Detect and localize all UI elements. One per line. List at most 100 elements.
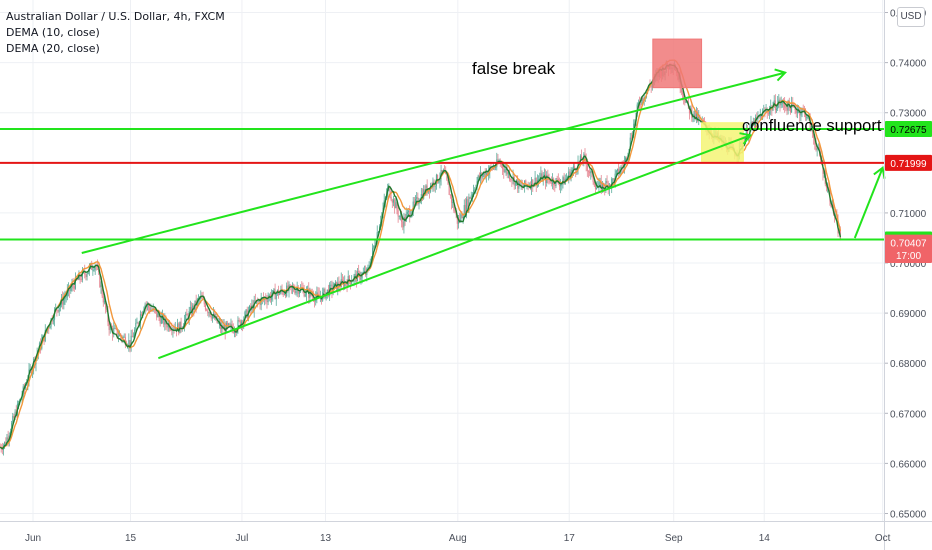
candle-body: [233, 332, 236, 333]
candle-body: [416, 197, 418, 199]
candle-body: [139, 314, 141, 323]
candle-body: [534, 177, 536, 185]
drawings[interactable]: [0, 38, 886, 360]
candle-body: [134, 329, 136, 337]
candle-body: [166, 324, 168, 328]
candle-body: [149, 307, 151, 311]
candle-body: [217, 322, 219, 324]
candle-body: [309, 290, 311, 298]
candle-body: [282, 291, 284, 295]
projection-arrowhead: [873, 166, 886, 179]
candle-body: [467, 199, 469, 207]
candle-body: [486, 172, 489, 176]
candle-body: [92, 269, 94, 271]
candle-body: [695, 111, 697, 119]
candle-body: [572, 166, 574, 170]
candle-body: [477, 175, 479, 182]
candle-body: [5, 441, 7, 445]
candle-body: [556, 178, 558, 180]
candle-body: [594, 185, 596, 190]
candle-body: [615, 170, 617, 174]
x-tick-label: Oct: [875, 533, 891, 544]
candle-body: [625, 157, 627, 163]
candle-body: [792, 102, 794, 106]
candle-body: [80, 279, 82, 280]
candle-body: [409, 210, 411, 218]
candle-body: [77, 279, 79, 281]
candle-body: [312, 295, 314, 300]
candle-body: [778, 99, 780, 103]
x-tick-label: Jun: [25, 533, 41, 544]
candle-body: [452, 202, 454, 203]
price-axis[interactable]: 0.750000.740000.730000.720000.710000.700…: [884, 0, 932, 550]
candle-body: [367, 267, 369, 269]
candle-body: [207, 310, 209, 313]
time-axis[interactable]: Jun 15 Jul 13 Aug 17 Sep 14 Oct: [0, 521, 932, 545]
candle-body: [775, 108, 778, 111]
candle-body: [70, 288, 72, 292]
candle-body: [541, 173, 543, 182]
candle-body: [503, 168, 505, 172]
candle-body: [464, 205, 466, 212]
price-label-bg: [885, 154, 932, 171]
candle-body: [789, 106, 791, 113]
grid-lines: [0, 0, 884, 521]
candle-body: [189, 306, 191, 311]
lower-trendline-arrowhead: [739, 132, 753, 145]
candle-body: [58, 307, 60, 312]
candle-body: [123, 336, 125, 338]
candle-body: [209, 312, 211, 316]
candle-body: [542, 176, 544, 182]
candle-body: [650, 86, 652, 88]
candle-body: [229, 323, 231, 325]
false-break-box[interactable]: [652, 38, 703, 89]
candle-body: [759, 115, 761, 117]
y-tick-label: 0.70000: [890, 259, 927, 270]
candle-body: [590, 171, 592, 174]
candle-body: [73, 286, 75, 289]
candle-body: [540, 173, 542, 179]
candle-body: [765, 110, 767, 112]
candle-body: [341, 279, 343, 281]
lower-trendline[interactable]: [158, 134, 751, 360]
candle-body: [785, 107, 787, 109]
currency-button[interactable]: USD: [897, 7, 925, 27]
candle-body: [52, 319, 54, 322]
upper-trendline[interactable]: [81, 71, 786, 254]
candle-body: [685, 101, 687, 103]
candle-body: [800, 113, 802, 116]
candle-body: [569, 171, 571, 179]
candle-body: [330, 284, 332, 286]
candle-body: [693, 110, 695, 117]
candle-body: [446, 174, 448, 180]
candle-body: [684, 98, 686, 103]
candle-body: [563, 177, 565, 185]
candle-body: [592, 171, 594, 182]
candle-body: [495, 166, 497, 168]
candlesticks: [0, 60, 841, 456]
candle-body: [593, 181, 595, 186]
candle-body: [391, 200, 393, 203]
candle-body: [372, 247, 374, 257]
candle-body: [511, 179, 513, 181]
candle-body: [613, 178, 615, 183]
candle-body: [586, 164, 588, 171]
candle-body: [694, 110, 696, 119]
candle-body: [506, 168, 508, 175]
candle-body: [478, 175, 480, 179]
candle-body: [63, 298, 65, 305]
candle-body: [148, 304, 150, 308]
candle-body: [767, 112, 769, 114]
candle-body: [558, 183, 561, 187]
candle-body: [117, 336, 119, 337]
candle-body: [688, 106, 691, 114]
candle-body: [225, 322, 227, 333]
projection-arrow[interactable]: [853, 167, 884, 239]
candle-body: [339, 286, 341, 288]
candle-body: [284, 293, 287, 297]
candle-body: [344, 281, 346, 287]
price-label-bg: [885, 120, 932, 137]
candle-body: [324, 289, 326, 299]
candle-body: [414, 198, 417, 203]
